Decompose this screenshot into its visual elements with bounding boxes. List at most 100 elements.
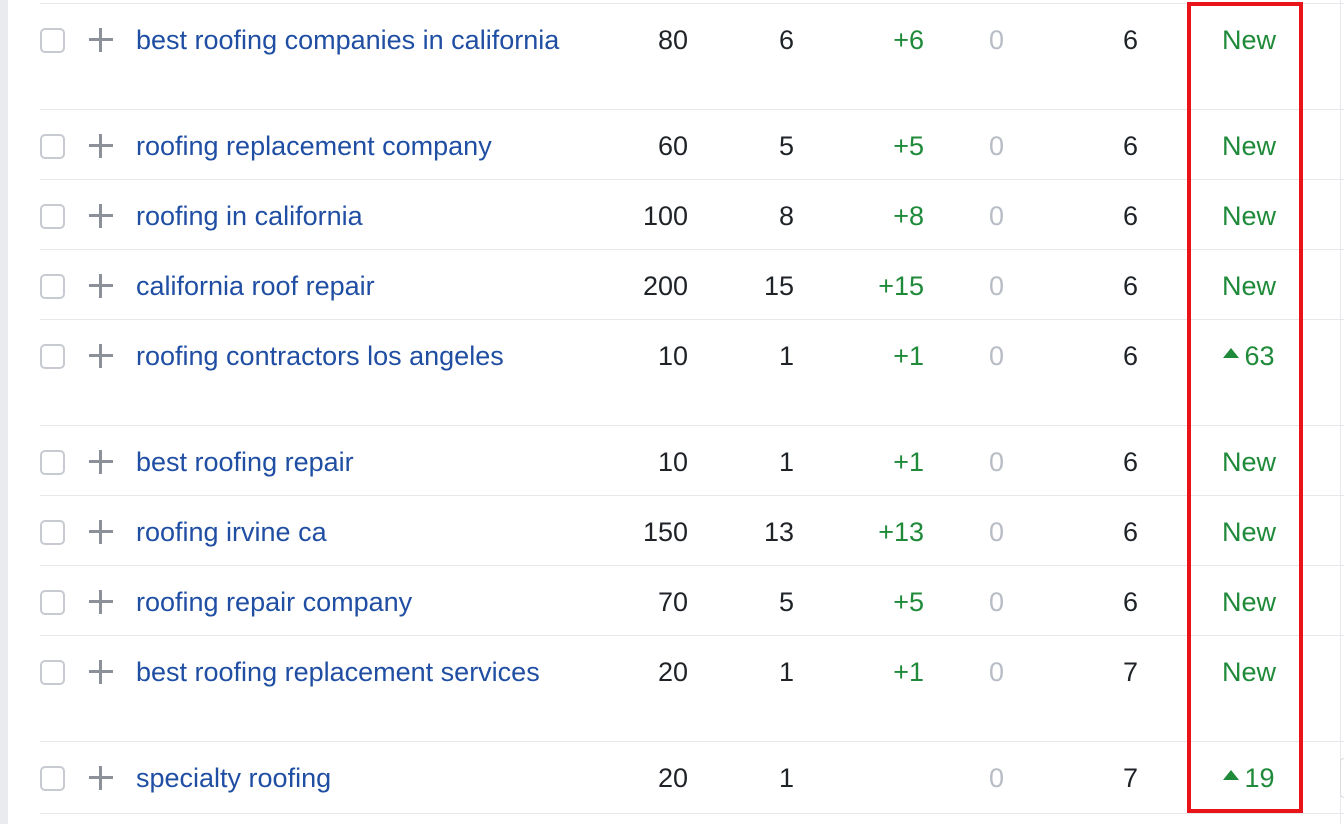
row-checkbox[interactable] bbox=[40, 450, 65, 475]
side-toggle-handle[interactable] bbox=[1340, 758, 1344, 798]
row-checkbox[interactable] bbox=[40, 590, 65, 615]
keyword-link[interactable]: roofing repair company bbox=[136, 587, 413, 617]
traffic-change: +1 bbox=[893, 447, 924, 477]
table-row: california roof repair 200 15 +15 0 6 Ne… bbox=[40, 250, 1344, 320]
previous-traffic: 0 bbox=[988, 201, 1004, 231]
status-label: New bbox=[1221, 25, 1276, 55]
status-label: New bbox=[1221, 657, 1276, 687]
search-volume: 20 bbox=[657, 657, 688, 687]
plus-icon[interactable] bbox=[89, 134, 113, 158]
keyword-link[interactable]: roofing in california bbox=[136, 201, 363, 231]
traffic-change: +8 bbox=[893, 201, 924, 231]
table-row: best roofing companies in california 80 … bbox=[40, 4, 1344, 110]
previous-traffic: 0 bbox=[988, 447, 1004, 477]
table-row: best roofing replacement services 20 1 +… bbox=[40, 636, 1344, 742]
position-change-status: New bbox=[1180, 584, 1318, 620]
keyword-link[interactable]: best roofing replacement services bbox=[136, 657, 540, 687]
search-volume: 60 bbox=[657, 131, 688, 161]
plus-icon[interactable] bbox=[89, 590, 113, 614]
position-change-status: New bbox=[1180, 444, 1318, 480]
position-change-status: New bbox=[1180, 128, 1318, 164]
row-checkbox[interactable] bbox=[40, 520, 65, 545]
row-checkbox[interactable] bbox=[40, 204, 65, 229]
traffic-value: 13 bbox=[763, 517, 794, 547]
status-label: New bbox=[1221, 271, 1276, 301]
table-row: roofing replacement company 60 5 +5 0 6 … bbox=[40, 110, 1344, 180]
keyword-link[interactable]: best roofing companies in california bbox=[136, 25, 560, 55]
keyword-link[interactable]: best roofing repair bbox=[136, 447, 354, 477]
position-value: 7 bbox=[1122, 763, 1138, 793]
traffic-change: +1 bbox=[893, 341, 924, 371]
previous-traffic: 0 bbox=[988, 271, 1004, 301]
traffic-value: 1 bbox=[778, 447, 794, 477]
search-volume: 20 bbox=[657, 763, 688, 793]
table-row: specialty roofing 20 1 0 7 19 bbox=[40, 742, 1344, 814]
plus-icon[interactable] bbox=[89, 660, 113, 684]
row-checkbox[interactable] bbox=[40, 134, 65, 159]
row-checkbox[interactable] bbox=[40, 660, 65, 685]
status-label: 19 bbox=[1244, 763, 1275, 793]
row-checkbox[interactable] bbox=[40, 344, 65, 369]
previous-traffic: 0 bbox=[988, 517, 1004, 547]
position-value: 6 bbox=[1122, 271, 1138, 301]
search-volume: 10 bbox=[657, 341, 688, 371]
traffic-change: +6 bbox=[893, 25, 924, 55]
plus-icon[interactable] bbox=[89, 344, 113, 368]
traffic-value: 6 bbox=[778, 25, 794, 55]
keyword-link[interactable]: california roof repair bbox=[136, 271, 375, 301]
position-value: 7 bbox=[1122, 657, 1138, 687]
previous-traffic: 0 bbox=[988, 763, 1004, 793]
traffic-value: 8 bbox=[778, 201, 794, 231]
table-row: best roofing repair 10 1 +1 0 6 New bbox=[40, 426, 1344, 496]
status-label: New bbox=[1221, 131, 1276, 161]
traffic-change: +1 bbox=[893, 657, 924, 687]
row-checkbox[interactable] bbox=[40, 274, 65, 299]
status-label: New bbox=[1221, 201, 1276, 231]
keyword-link[interactable]: specialty roofing bbox=[136, 763, 332, 793]
position-change-status: New bbox=[1180, 22, 1318, 58]
traffic-change: +15 bbox=[878, 271, 924, 301]
plus-icon[interactable] bbox=[89, 274, 113, 298]
traffic-value: 1 bbox=[778, 341, 794, 371]
row-checkbox[interactable] bbox=[40, 766, 65, 791]
status-label: 63 bbox=[1244, 341, 1275, 371]
plus-icon[interactable] bbox=[89, 204, 113, 228]
traffic-value: 5 bbox=[778, 587, 794, 617]
right-panel-edge bbox=[1340, 0, 1344, 824]
previous-traffic: 0 bbox=[988, 25, 1004, 55]
traffic-change: +5 bbox=[893, 131, 924, 161]
previous-traffic: 0 bbox=[988, 587, 1004, 617]
search-volume: 80 bbox=[657, 25, 688, 55]
left-panel-edge bbox=[0, 0, 8, 824]
search-volume: 70 bbox=[657, 587, 688, 617]
plus-icon[interactable] bbox=[89, 28, 113, 52]
search-volume: 100 bbox=[642, 201, 688, 231]
keyword-link[interactable]: roofing contractors los angeles bbox=[136, 341, 504, 371]
plus-icon[interactable] bbox=[89, 450, 113, 474]
traffic-value: 1 bbox=[778, 763, 794, 793]
row-checkbox[interactable] bbox=[40, 28, 65, 53]
position-value: 6 bbox=[1122, 341, 1138, 371]
status-label: New bbox=[1221, 587, 1276, 617]
status-label: New bbox=[1221, 447, 1276, 477]
previous-traffic: 0 bbox=[988, 657, 1004, 687]
table-row: roofing contractors los angeles 10 1 +1 … bbox=[40, 320, 1344, 426]
position-change-status: New bbox=[1180, 514, 1318, 550]
plus-icon[interactable] bbox=[89, 766, 113, 790]
keyword-link[interactable]: roofing irvine ca bbox=[136, 517, 327, 547]
position-change-status: New bbox=[1180, 198, 1318, 234]
plus-icon[interactable] bbox=[89, 520, 113, 544]
traffic-value: 15 bbox=[763, 271, 794, 301]
position-value: 6 bbox=[1122, 447, 1138, 477]
previous-traffic: 0 bbox=[988, 131, 1004, 161]
keyword-link[interactable]: roofing replacement company bbox=[136, 131, 492, 161]
up-arrow-icon bbox=[1223, 770, 1240, 780]
position-change-status: 19 bbox=[1180, 760, 1318, 796]
search-volume: 200 bbox=[642, 271, 688, 301]
status-label: New bbox=[1221, 517, 1276, 547]
position-value: 6 bbox=[1122, 201, 1138, 231]
position-value: 6 bbox=[1122, 25, 1138, 55]
traffic-change: +5 bbox=[893, 587, 924, 617]
table-row: roofing repair company 70 5 +5 0 6 New bbox=[40, 566, 1344, 636]
search-volume: 10 bbox=[657, 447, 688, 477]
